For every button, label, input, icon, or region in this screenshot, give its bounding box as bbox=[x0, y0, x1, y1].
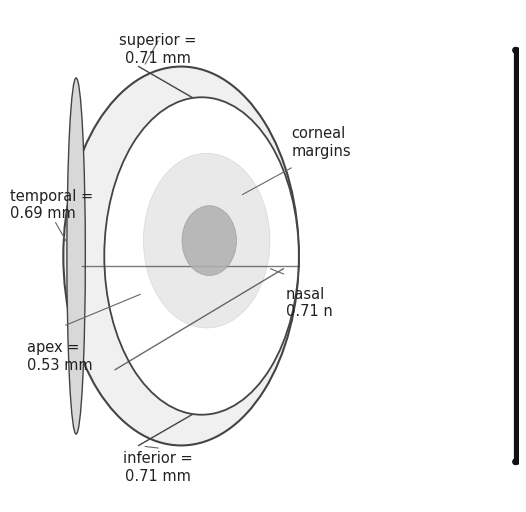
Text: inferior =
0.71 mm: inferior = 0.71 mm bbox=[123, 452, 193, 484]
Text: apex =
0.53 mm: apex = 0.53 mm bbox=[27, 340, 93, 373]
Ellipse shape bbox=[67, 78, 85, 434]
Ellipse shape bbox=[63, 67, 299, 445]
Text: temporal =
0.69 mm: temporal = 0.69 mm bbox=[9, 188, 93, 221]
Text: nasal
0.71 n: nasal 0.71 n bbox=[286, 287, 333, 319]
Text: corneal
margins: corneal margins bbox=[291, 126, 351, 159]
Ellipse shape bbox=[104, 97, 299, 415]
Text: superior =
0.71 mm: superior = 0.71 mm bbox=[119, 33, 197, 66]
Ellipse shape bbox=[182, 206, 237, 275]
Ellipse shape bbox=[144, 154, 270, 328]
